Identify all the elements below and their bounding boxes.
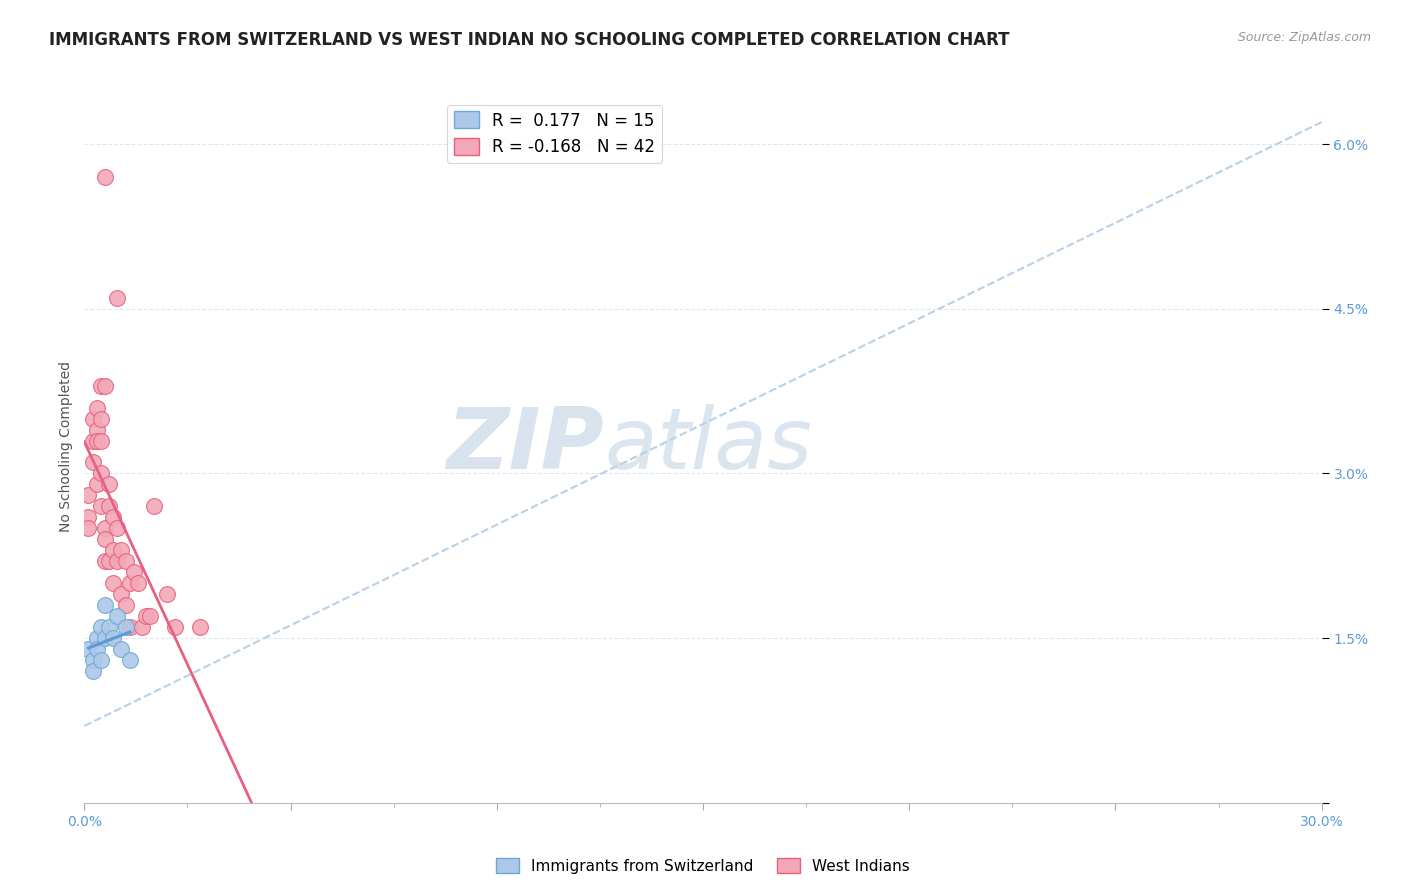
Point (103, 631, 125, 645)
Point (139, 609, 162, 624)
Point (103, 510, 125, 524)
Point (86, 401, 108, 415)
Point (105, 609, 128, 624)
Point (94, 169, 117, 184)
Point (90, 653, 112, 667)
Point (98, 477, 121, 491)
Point (86, 477, 108, 491)
Point (110, 587, 132, 601)
Text: atlas: atlas (605, 404, 813, 488)
Point (82, 664, 104, 678)
Point (94, 533, 117, 547)
Point (118, 653, 141, 667)
Point (105, 521, 128, 535)
Point (82, 455, 104, 469)
Point (103, 543, 125, 558)
Point (90, 378, 112, 392)
Point (86, 434, 108, 448)
Point (90, 467, 112, 481)
Point (86, 423, 108, 437)
Point (90, 500, 112, 514)
Point (98, 554, 121, 568)
Point (110, 642, 132, 657)
Point (122, 566, 145, 580)
Point (82, 653, 104, 667)
Y-axis label: No Schooling Completed: No Schooling Completed (59, 360, 73, 532)
Point (90, 620, 112, 634)
Legend: R =  0.177   N = 15, R = -0.168   N = 42: R = 0.177 N = 15, R = -0.168 N = 42 (447, 104, 662, 162)
Point (82, 434, 104, 448)
Point (94, 598, 117, 612)
Point (94, 631, 117, 645)
Point (105, 291, 128, 305)
Point (77, 642, 100, 657)
Point (103, 576, 125, 591)
Legend: Immigrants from Switzerland, West Indians: Immigrants from Switzerland, West Indian… (491, 852, 915, 880)
Point (135, 609, 157, 624)
Point (82, 411, 104, 425)
Point (94, 521, 117, 535)
Point (90, 411, 112, 425)
Point (118, 576, 141, 591)
Point (131, 620, 153, 634)
Text: IMMIGRANTS FROM SWITZERLAND VS WEST INDIAN NO SCHOOLING COMPLETED CORRELATION CH: IMMIGRANTS FROM SWITZERLAND VS WEST INDI… (49, 31, 1010, 49)
Point (143, 500, 166, 514)
Point (114, 620, 136, 634)
Point (94, 378, 117, 392)
Point (94, 554, 117, 568)
Point (86, 642, 108, 657)
Point (165, 620, 187, 634)
Text: ZIP: ZIP (446, 404, 605, 488)
Point (114, 554, 136, 568)
Point (118, 620, 141, 634)
Text: Source: ZipAtlas.com: Source: ZipAtlas.com (1237, 31, 1371, 45)
Point (110, 543, 132, 558)
Point (98, 620, 121, 634)
Point (105, 554, 128, 568)
Point (114, 598, 136, 612)
Point (77, 510, 100, 524)
Point (77, 521, 100, 535)
Point (98, 500, 121, 514)
Point (127, 576, 149, 591)
Point (86, 631, 108, 645)
Point (188, 620, 211, 634)
Point (90, 434, 112, 448)
Point (156, 587, 179, 601)
Point (77, 488, 100, 502)
